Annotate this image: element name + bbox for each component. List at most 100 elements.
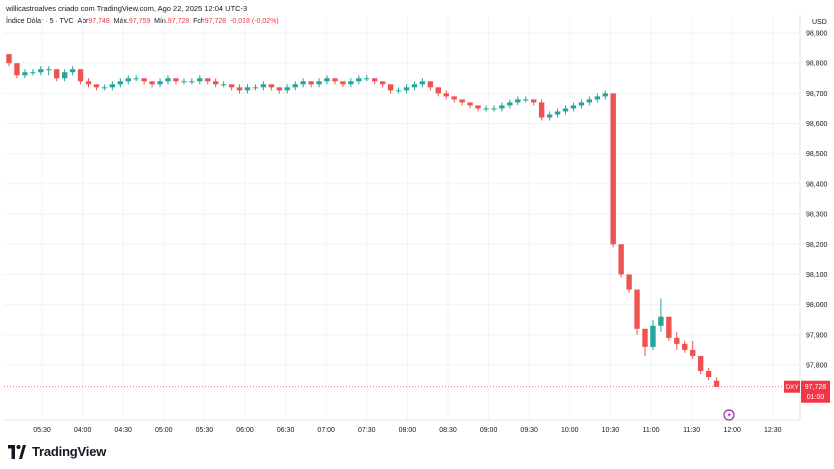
low-label: Mín. [154, 18, 168, 25]
time-tick-label: 05:00 [155, 427, 173, 434]
candle-body [602, 93, 608, 97]
candle-body [459, 99, 465, 103]
open-value: 97,748 [88, 18, 110, 25]
tradingview-logo[interactable]: TradingView [8, 444, 106, 459]
candle-body [713, 380, 720, 387]
candle-body [173, 78, 179, 82]
candle-body [165, 78, 171, 82]
candle-body [523, 99, 529, 101]
candle-body [475, 105, 481, 109]
time-tick-label: 12:30 [764, 427, 782, 434]
candle-body [14, 63, 20, 76]
candle-body [403, 87, 410, 91]
time-tick-label: 05:30 [33, 427, 51, 434]
candle-body [316, 81, 322, 85]
candle-body [38, 69, 44, 73]
candle-body [642, 328, 648, 347]
candle-body [451, 96, 457, 100]
candle-body [618, 244, 624, 275]
price-scale[interactable]: 98,900 98,800 98,700 98,600 98,500 98,400 98,3… [806, 31, 828, 370]
candle-body [157, 81, 163, 85]
price-tick-label: 98,300 [806, 212, 828, 219]
candle-body [546, 114, 553, 118]
candle-body [562, 108, 569, 112]
price-tick-label: 98,700 [806, 91, 828, 98]
candle-body [427, 81, 434, 88]
alert-icon[interactable] [723, 409, 735, 421]
candle-body [356, 78, 362, 82]
candle-body [220, 84, 227, 86]
candle-body [133, 78, 139, 80]
candle-body [324, 78, 330, 82]
candle-body [244, 87, 251, 91]
brand-name: TradingView [32, 444, 107, 459]
time-tick-label: 11:00 [643, 427, 660, 434]
candle-body [181, 81, 187, 83]
author-credit: willicastroalves criado com TradingView.… [6, 4, 248, 13]
candle-body [650, 325, 656, 347]
candle-body [292, 84, 298, 88]
high-label: Máx. [113, 18, 129, 25]
candle-body [284, 87, 290, 91]
time-tick-label: 07:00 [317, 427, 335, 434]
candle-body [467, 102, 473, 106]
candle-body [531, 99, 537, 103]
candle-body [125, 78, 131, 82]
chart-grid [4, 15, 800, 420]
candle-body [260, 84, 267, 88]
candle-body [149, 81, 155, 85]
candle-body [658, 316, 664, 326]
tradingview-logo-icon [8, 444, 26, 459]
price-tick-label: 98,800 [806, 61, 828, 68]
candlestick-chart[interactable]: USD 98,900 98,800 98,700 98,600 98,500 98,400… [0, 0, 834, 440]
candle-body [93, 84, 100, 88]
candle-body [30, 72, 36, 74]
time-tick-label: 04:00 [74, 427, 92, 434]
time-scale[interactable]: 05:30 04:00 04:30 05:00 05:30 06:00 06:30 07:00… [33, 427, 781, 434]
candle-body [276, 87, 282, 91]
candle-body [268, 84, 275, 88]
candle-body [387, 84, 394, 91]
candle-body [443, 93, 449, 97]
candle-body [395, 90, 402, 92]
time-tick-label: 06:00 [236, 427, 254, 434]
candle-body [419, 81, 426, 85]
time-tick-label: 08:00 [399, 427, 417, 434]
candle-body [77, 69, 84, 82]
currency-label[interactable]: USD [812, 19, 827, 26]
candle-body [705, 371, 712, 378]
candle-body [372, 78, 378, 82]
candle-body [499, 105, 505, 109]
candle-body [348, 81, 354, 85]
candle-body [69, 69, 76, 73]
time-tick-label: 04:30 [114, 427, 132, 434]
candle-body [666, 316, 672, 338]
candle-body [364, 78, 370, 80]
candle-body [682, 343, 688, 350]
candle-body [46, 69, 52, 71]
last-price-marker: DXY 97,728 01:00 [4, 380, 830, 403]
candle-body [515, 99, 521, 103]
candle-body [554, 111, 561, 115]
candle-body [697, 355, 704, 372]
last-price-value: 97,728 [805, 384, 827, 391]
symbol-title[interactable]: Índice Dólar · 5 · TVC [6, 18, 74, 25]
time-tick-label: 11:30 [683, 427, 700, 434]
candle-body [109, 84, 116, 88]
price-tick-label: 98,000 [806, 302, 828, 309]
candle-body [236, 87, 243, 91]
candle-body [435, 87, 441, 94]
price-tick-label: 97,900 [806, 332, 828, 339]
candle-body [117, 81, 123, 85]
symbol-badge-text: DXY [785, 384, 799, 391]
candle-body [586, 99, 593, 103]
time-tick-label: 08:30 [439, 427, 457, 434]
candle-body [674, 337, 680, 344]
low-value: 97,728 [167, 18, 190, 25]
candle-body [205, 78, 211, 82]
candle-body [189, 81, 195, 83]
candle-body [6, 54, 12, 64]
candle-body [252, 87, 259, 89]
time-tick-label: 07:30 [358, 427, 376, 434]
